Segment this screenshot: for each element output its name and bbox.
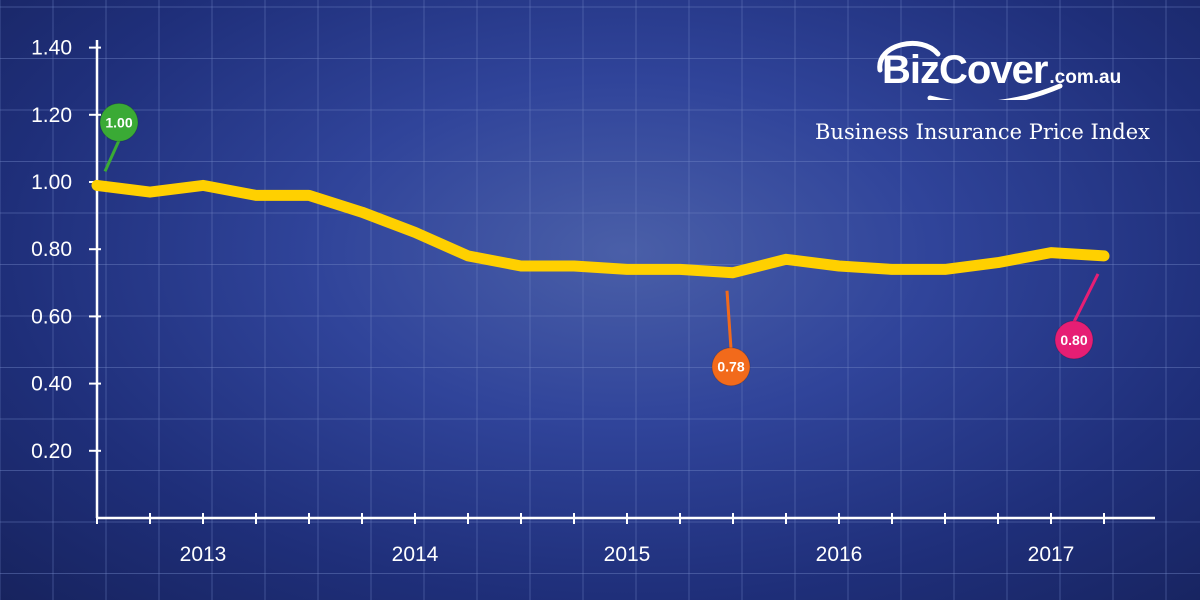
data-point (625, 267, 629, 272)
annotation-connector (1072, 273, 1100, 323)
annotation-bubble (99, 102, 139, 142)
logo-name: BizCover (882, 48, 1048, 92)
data-point (519, 264, 523, 268)
x-tick-label: 2013 (180, 543, 227, 566)
annotation-bubble (711, 347, 751, 387)
data-point (678, 267, 682, 272)
x-tick-label: 2017 (1028, 543, 1075, 566)
y-tick-label: 1.00 (31, 171, 72, 194)
data-point (837, 264, 841, 268)
annotation-label: 0.80 (1060, 332, 1087, 348)
data-point (572, 264, 576, 268)
data-point (890, 267, 894, 272)
y-tick-label: 1.40 (31, 37, 72, 60)
data-point (254, 193, 258, 198)
y-tick-label: 0.60 (31, 305, 72, 328)
data-point (307, 193, 311, 198)
x-tick-label: 2015 (604, 543, 651, 566)
series-line-layer (91, 179, 1110, 279)
data-point (943, 267, 947, 272)
annotation-layer: 1.00 0.78 0.80 (99, 102, 1100, 387)
annotation-bubble (1054, 320, 1094, 360)
brand-logo: BizCover .com.au (872, 40, 1182, 100)
data-point (996, 260, 1000, 265)
logo-wordmark: BizCover .com.au (882, 48, 1121, 100)
x-tick-label: 2014 (392, 543, 439, 566)
data-point (466, 253, 470, 258)
y-tick-label: 0.80 (31, 238, 72, 261)
annotation-label: 0.78 (717, 359, 744, 375)
data-point (95, 183, 99, 188)
chart-axes: 0.20 0.40 0.60 0.80 1.00 1.20 1.40 2013 2014 2015… (31, 37, 1155, 566)
y-tick-label: 0.20 (31, 440, 72, 463)
annotation-label: 1.00 (105, 114, 132, 130)
data-point (148, 190, 152, 195)
logo-swoosh-icon (877, 41, 1063, 100)
data-point (1049, 250, 1053, 255)
series-line (91, 179, 1110, 279)
data-point (201, 183, 205, 188)
data-point (784, 257, 788, 262)
data-point (413, 230, 417, 235)
x-tick-label: 2016 (816, 543, 863, 566)
y-tick-label: 1.20 (31, 104, 72, 127)
y-tick-label: 0.40 (31, 373, 72, 396)
chart-title: Business Insurance Price Index (815, 120, 1150, 144)
data-point (731, 270, 735, 275)
annotation-connector (103, 139, 121, 172)
logo-domain: .com.au (1049, 67, 1122, 88)
data-point (360, 210, 364, 215)
data-point (1102, 253, 1106, 258)
annotation-connector (725, 290, 733, 349)
